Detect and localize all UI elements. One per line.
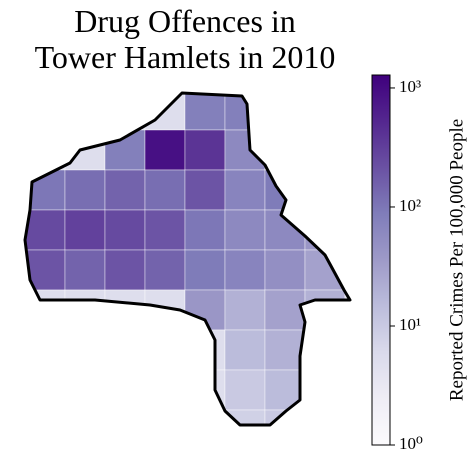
map-region bbox=[25, 289, 66, 331]
map-region bbox=[184, 289, 226, 331]
map-region bbox=[304, 169, 346, 211]
map-region bbox=[184, 93, 226, 131]
map-region bbox=[224, 369, 266, 411]
map-region bbox=[264, 93, 306, 131]
title-line: Drug Offences in bbox=[74, 3, 296, 39]
map-region bbox=[104, 209, 146, 251]
map-region bbox=[224, 209, 266, 251]
map-region bbox=[184, 209, 226, 251]
map-region bbox=[104, 249, 146, 291]
map-region bbox=[64, 209, 106, 251]
map-region bbox=[304, 209, 346, 251]
map-region bbox=[64, 93, 106, 131]
map-regions bbox=[25, 93, 350, 425]
map-region bbox=[64, 369, 106, 411]
map-region bbox=[144, 369, 186, 411]
map-region bbox=[25, 369, 66, 411]
map-region bbox=[25, 129, 66, 171]
map-region bbox=[25, 329, 66, 371]
map-region bbox=[25, 93, 66, 131]
map-region bbox=[144, 329, 186, 371]
map-region bbox=[25, 209, 66, 251]
map-region bbox=[144, 169, 186, 211]
map-region bbox=[224, 249, 266, 291]
map-region bbox=[184, 409, 226, 425]
colorbar-tick-label: 10⁰ bbox=[399, 434, 423, 453]
map-region bbox=[25, 409, 66, 425]
map-region bbox=[304, 129, 346, 171]
map-region bbox=[64, 409, 106, 425]
map-region bbox=[224, 169, 266, 211]
map-region bbox=[184, 369, 226, 411]
map-region bbox=[104, 169, 146, 211]
map-region bbox=[104, 329, 146, 371]
map-region bbox=[264, 289, 306, 331]
colorbar-label: Reported Crimes Per 100,000 People bbox=[446, 119, 467, 401]
colorbar-tick-label: 10³ bbox=[399, 77, 421, 96]
map-region bbox=[64, 289, 106, 331]
map-region bbox=[264, 329, 306, 371]
map-region bbox=[144, 409, 186, 425]
map-region bbox=[264, 409, 306, 425]
colorbar-tick-label: 10² bbox=[399, 196, 421, 215]
title-line: Tower Hamlets in 2010 bbox=[35, 39, 336, 75]
map-region bbox=[104, 409, 146, 425]
map-region bbox=[64, 169, 106, 211]
map-region bbox=[304, 369, 346, 411]
map-region bbox=[264, 129, 306, 171]
map-region bbox=[104, 369, 146, 411]
map-region bbox=[144, 129, 186, 171]
colorbar-tick-label: 10¹ bbox=[399, 315, 421, 334]
map-region bbox=[64, 249, 106, 291]
map-region bbox=[184, 249, 226, 291]
map-region bbox=[104, 289, 146, 331]
map-region bbox=[304, 93, 346, 131]
map-region bbox=[64, 329, 106, 371]
map-region bbox=[104, 93, 146, 131]
map-region bbox=[264, 249, 306, 291]
map-region bbox=[144, 209, 186, 251]
colorbar bbox=[371, 74, 391, 446]
map-region bbox=[144, 249, 186, 291]
map-region bbox=[184, 129, 226, 171]
map-region bbox=[184, 169, 226, 211]
map-region bbox=[304, 289, 346, 331]
map-region bbox=[224, 289, 266, 331]
map-region bbox=[224, 329, 266, 371]
map-region bbox=[184, 329, 226, 371]
map-region bbox=[224, 129, 266, 171]
map-region bbox=[304, 329, 346, 371]
map-region bbox=[304, 409, 346, 425]
